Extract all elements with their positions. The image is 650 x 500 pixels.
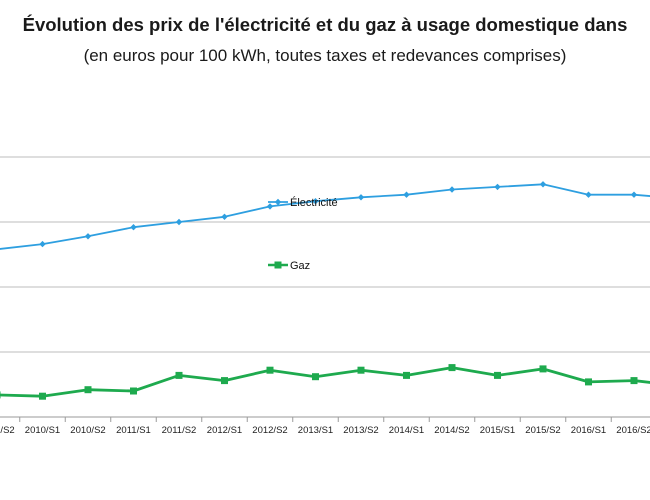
chart-title: Évolution des prix de l'électricité et d…: [22, 14, 628, 35]
legend-marker: [274, 261, 282, 269]
data-point-gaz: [357, 366, 365, 374]
data-point-electricite: [221, 213, 228, 220]
data-point-electricite: [403, 191, 410, 198]
data-point-gaz: [312, 373, 319, 381]
data-point-electricite: [630, 191, 638, 198]
x-tick-label: 2016/S1: [571, 425, 606, 436]
x-tick-label: 2016/S2: [616, 425, 650, 436]
data-point-electricite: [175, 218, 183, 226]
data-point-gaz: [221, 377, 228, 385]
data-point-electricite: [357, 194, 365, 201]
x-tick-label: 2013/S1: [298, 425, 333, 436]
data-point-gaz: [130, 387, 137, 395]
x-tick-label: 2014/S1: [389, 425, 424, 436]
x-tick-label: 2015/S1: [480, 425, 515, 436]
data-point-gaz: [0, 391, 1, 399]
data-point-gaz: [494, 371, 501, 379]
x-tick-label: 2014/S2: [434, 425, 469, 436]
x-tick-label: 2012/S2: [252, 425, 287, 436]
x-tick-label: 2011/S1: [116, 425, 151, 436]
x-tick-label: 2011/S2: [162, 425, 197, 436]
data-point-electricite: [130, 224, 137, 231]
data-point-gaz: [266, 366, 274, 374]
data-point-gaz: [585, 378, 592, 386]
data-point-electricite: [585, 191, 592, 198]
data-point-electricite: [539, 181, 547, 188]
data-point-electricite: [84, 233, 92, 240]
legend-label-gaz: Gaz: [290, 260, 310, 272]
x-tick-label: 2009/S2: [0, 425, 15, 436]
data-point-electricite: [448, 186, 456, 193]
data-point-gaz: [448, 364, 456, 372]
legend-marker: [274, 198, 282, 206]
x-tick-label: 2012/S1: [207, 425, 242, 436]
legend-label-electricite: Électricité: [290, 196, 338, 209]
data-point-gaz: [403, 371, 410, 379]
x-tick-label: 2013/S2: [343, 425, 378, 436]
x-tick-label: 2010/S2: [70, 425, 105, 436]
chart-subtitle: (en euros pour 100 kWh, toutes taxes et …: [83, 46, 567, 65]
data-point-gaz: [84, 386, 92, 394]
data-point-electricite: [494, 183, 501, 191]
data-point-electricite: [312, 198, 319, 205]
data-point-electricite: [266, 203, 274, 210]
series-line-gaz: [0, 366, 650, 398]
series-line-electricite: [0, 183, 650, 250]
x-tick-label: 2010/S1: [25, 425, 60, 436]
x-tick-label: 2015/S2: [525, 425, 560, 436]
data-point-gaz: [630, 377, 638, 385]
data-point-gaz: [539, 365, 547, 373]
data-point-gaz: [39, 392, 46, 400]
data-point-electricite: [39, 240, 46, 248]
data-point-gaz: [175, 371, 183, 379]
